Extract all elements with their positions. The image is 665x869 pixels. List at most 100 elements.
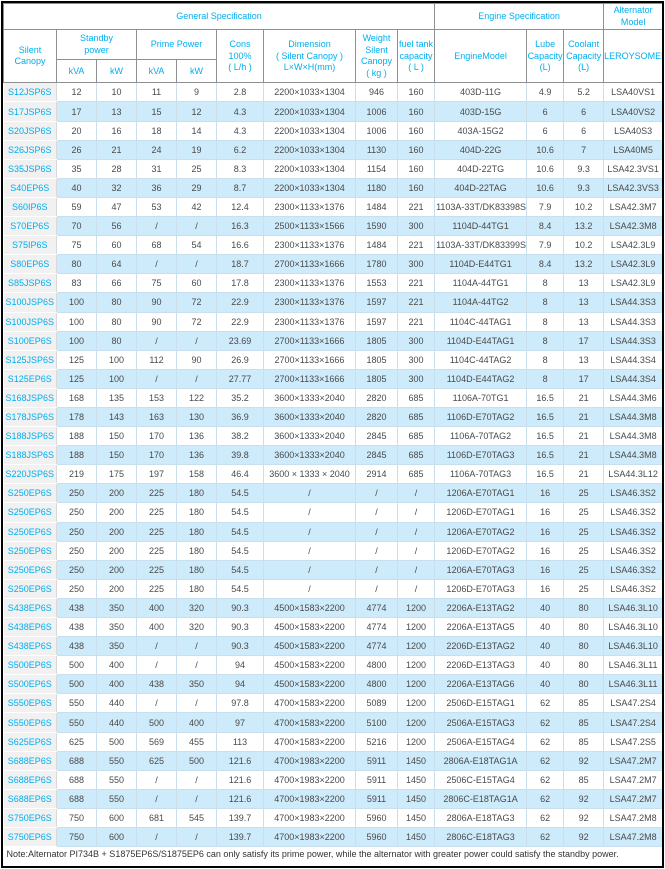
model-link[interactable]: S12JSP6S <box>3 82 57 103</box>
cell: 400 <box>136 597 177 619</box>
cell: LSA42.3VS1 <box>603 158 662 179</box>
cell: 10.6 <box>526 158 565 179</box>
model-link[interactable]: S750EP6S <box>3 807 57 829</box>
model-link[interactable]: S125EP6S <box>3 368 57 389</box>
cell: 1106A-70TAG3 <box>434 464 528 485</box>
model-link[interactable]: S688EP6S <box>3 769 57 790</box>
model-link[interactable]: S750EP6S <box>3 827 57 848</box>
model-link[interactable]: S26JSP6S <box>3 139 57 160</box>
cell: 1103A-33T/DK83399S <box>434 235 528 256</box>
cell: 350 <box>96 597 137 619</box>
model-link[interactable]: S500EP6S <box>3 674 57 695</box>
model-link[interactable]: S250EP6S <box>3 521 57 542</box>
model-link[interactable]: S550EP6S <box>3 693 57 714</box>
cell: 4.9 <box>526 82 565 103</box>
table-row: S438EP6S 438 350//90.3 4500×1583×2200 4774 12… <box>3 636 662 657</box>
cell: 8.4 <box>526 216 565 237</box>
cell: 113 <box>216 731 264 752</box>
cell: 1200 <box>396 731 436 752</box>
cell: 14 <box>176 120 217 141</box>
table-row: S550EP6S 550 440//97.8 4700×1583×2200 5089 12… <box>3 693 662 714</box>
cell: 72 <box>176 311 217 332</box>
model-link[interactable]: S438EP6S <box>3 597 57 619</box>
cell: 47 <box>96 196 137 218</box>
cell: 200 <box>96 578 137 599</box>
cell: 21 <box>563 406 605 428</box>
cell: 13 <box>563 349 605 370</box>
model-link[interactable]: S220JSP6S <box>3 464 57 485</box>
note-text: Note:Alternator PI734B + S1875EP6S/S1875… <box>3 846 662 866</box>
cell: 2806C-E18TAG3 <box>434 827 528 848</box>
cell: 180 <box>176 578 217 599</box>
model-link[interactable]: S188JSP6S <box>3 445 57 466</box>
cell: 12 <box>56 82 97 103</box>
col-standby-power: Standby power <box>56 29 137 61</box>
cell: 685 <box>396 406 436 428</box>
model-link[interactable]: S250EP6S <box>3 540 57 561</box>
model-link[interactable]: S178JSP6S <box>3 406 57 428</box>
model-link[interactable]: S125JSP6S <box>3 349 57 370</box>
model-link[interactable]: S100JSP6S <box>3 311 57 332</box>
model-link[interactable]: S17JSP6S <box>3 101 57 122</box>
cell: 8.3 <box>216 158 264 179</box>
model-link[interactable]: S80EP6S <box>3 254 57 275</box>
cell: 25 <box>563 502 605 523</box>
cell: 2914 <box>355 464 398 485</box>
cell: 188 <box>56 426 97 447</box>
cell: 1206A-E70TAG1 <box>434 483 528 504</box>
cell: / <box>176 216 217 237</box>
model-link[interactable]: S168JSP6S <box>3 387 57 408</box>
model-link[interactable]: S250EP6S <box>3 502 57 523</box>
cell: 13 <box>96 101 137 122</box>
model-link[interactable]: S100JSP6S <box>3 292 57 313</box>
model-link[interactable]: S250EP6S <box>3 578 57 599</box>
model-link[interactable]: S550EP6S <box>3 712 57 733</box>
cell: 21 <box>563 387 605 408</box>
cell: / <box>176 827 217 848</box>
model-link[interactable]: S70EP6S <box>3 216 57 237</box>
table-row: S188JSP6S 188 150 170 136 39.8 3600×1333×2040 2… <box>3 445 662 466</box>
cell: / <box>136 330 177 351</box>
model-link[interactable]: S250EP6S <box>3 559 57 580</box>
model-link[interactable]: S188JSP6S <box>3 426 57 447</box>
model-link[interactable]: S438EP6S <box>3 636 57 657</box>
model-link[interactable]: S100EP6S <box>3 330 57 351</box>
cell: 80 <box>96 292 137 313</box>
cell: 70 <box>56 216 97 237</box>
cell: / <box>176 636 217 657</box>
cell: 136 <box>176 445 217 466</box>
model-link[interactable]: S688EP6S <box>3 750 57 771</box>
cell: LSA46.3L10 <box>603 616 662 638</box>
cell: 550 <box>96 788 137 809</box>
cell: 8 <box>526 349 565 370</box>
cell: 75 <box>56 235 97 256</box>
cell: 1104C-44TAG2 <box>434 349 528 370</box>
cell: 300 <box>396 254 436 275</box>
table-row: S60IP6S 59 47 53 42 12.4 2300×1133×1376 1484 221… <box>3 196 662 218</box>
cell: 180 <box>176 540 217 561</box>
model-link[interactable]: S500EP6S <box>3 655 57 676</box>
cell: 6 <box>526 101 565 122</box>
model-link[interactable]: S438EP6S <box>3 616 57 638</box>
cell: 4700×1983×2200 <box>263 769 356 790</box>
model-link[interactable]: S75IP6S <box>3 235 57 256</box>
cell: 200 <box>96 502 137 523</box>
model-link[interactable]: S20JSP6S <box>3 120 57 141</box>
model-link[interactable]: S688EP6S <box>3 788 57 809</box>
cell: 1006 <box>355 101 398 122</box>
model-link[interactable]: S625EP6S <box>3 731 57 752</box>
cell: 60 <box>176 273 217 294</box>
cell: 100 <box>56 330 97 351</box>
cell: 62 <box>526 731 565 752</box>
table-row: S220JSP6S 219 175 197 158 46.4 3600 × 1333 × 2… <box>3 464 662 485</box>
cell: 8 <box>526 330 565 351</box>
model-link[interactable]: S60IP6S <box>3 196 57 218</box>
model-link[interactable]: S85JSP6S <box>3 273 57 294</box>
model-link[interactable]: S40EP6S <box>3 177 57 198</box>
model-link[interactable]: S250EP6S <box>3 483 57 504</box>
cell: 112 <box>136 349 177 370</box>
cell: 150 <box>96 445 137 466</box>
cell: 4700×1983×2200 <box>263 750 356 771</box>
model-link[interactable]: S35JSP6S <box>3 158 57 179</box>
cell: 750 <box>56 807 97 829</box>
